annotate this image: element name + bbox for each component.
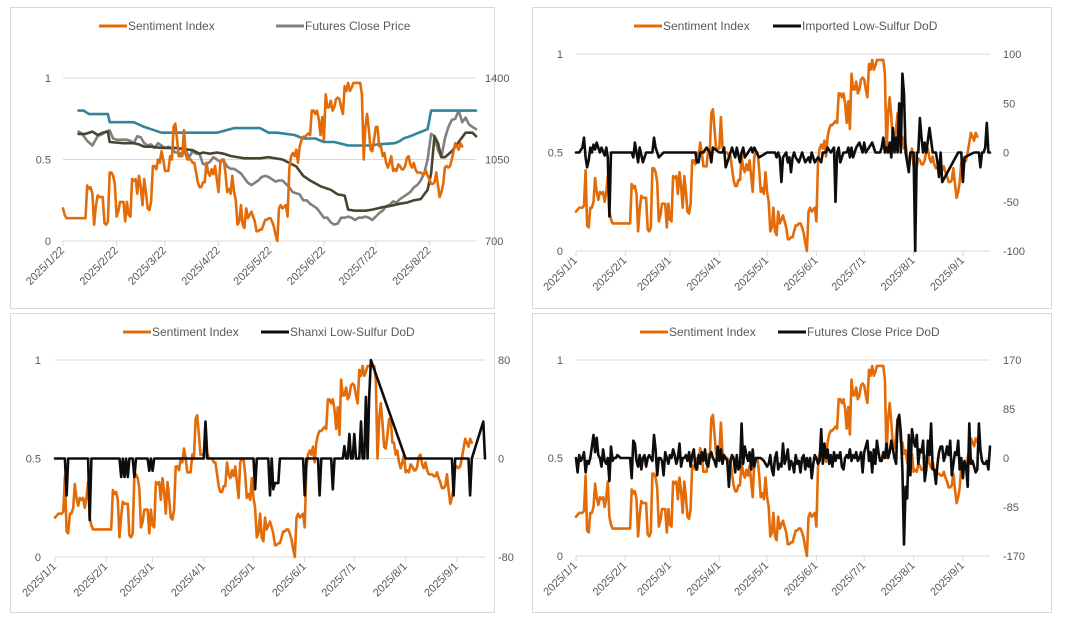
x-tick-label: 2025/9/1 <box>422 561 461 600</box>
y-right-tick-label: -50 <box>1003 197 1019 209</box>
x-tick-label: 2025/7/1 <box>830 560 869 599</box>
y-left-tick-label: 1 <box>35 355 41 367</box>
y-left-tick-label: 0.5 <box>36 155 51 167</box>
x-tick-label: 2025/7/1 <box>320 561 359 600</box>
x-tick-label: 2025/3/1 <box>635 255 674 294</box>
legend-label: Sentiment Index <box>128 19 215 33</box>
x-tick-label: 2025/2/1 <box>591 255 630 294</box>
x-tick-label: 2025/4/1 <box>169 561 208 600</box>
x-tick-label: 2025/3/22 <box>126 245 169 288</box>
series-line-unlabeled-dark-series <box>77 130 478 212</box>
x-tick-label: 2025/5/1 <box>732 560 771 599</box>
y-left-tick-label: 0 <box>45 236 51 248</box>
y-left-tick-label: 0.5 <box>548 148 563 160</box>
x-tick-label: 2025/7/22 <box>337 245 380 288</box>
series-line-sentiment-index <box>61 81 464 243</box>
y-right-tick-label: 80 <box>498 355 510 367</box>
x-tick-label: 2025/8/1 <box>879 255 918 294</box>
series-line-sentiment-index <box>574 58 979 253</box>
x-tick-label: 2025/4/1 <box>685 560 724 599</box>
x-tick-label: 2025/6/1 <box>782 255 821 294</box>
legend-label: Futures Close Price DoD <box>807 325 940 339</box>
y-left-tick-label: 0 <box>557 246 563 258</box>
series-line-unlabeled-teal-series <box>77 109 478 147</box>
y-right-tick-label: 1400 <box>485 73 509 85</box>
legend-label: Sentiment Index <box>663 19 750 33</box>
x-tick-label: 2025/2/22 <box>78 245 121 288</box>
x-tick-label: 2025/1/1 <box>541 560 580 599</box>
x-tick-label: 2025/6/1 <box>782 560 821 599</box>
x-tick-label: 2025/5/1 <box>219 561 258 600</box>
y-left-tick-label: 1 <box>557 49 563 61</box>
x-tick-label: 2025/2/1 <box>72 561 111 600</box>
y-right-tick-label: 0 <box>498 454 504 466</box>
chart-panel-futures-close: 0 0.5 1 700 1050 1400 2025/1/22 2025/2/22 2025/3… <box>10 7 509 309</box>
legend-label: Sentiment Index <box>669 325 756 339</box>
series-line-shanxi-low-sulfur-dod <box>53 358 487 522</box>
legend-label: Sentiment Index <box>152 325 239 339</box>
y-right-tick-label: -80 <box>498 552 514 564</box>
y-right-tick-label: 1050 <box>485 155 509 167</box>
x-tick-label: 2025/9/1 <box>928 560 967 599</box>
y-right-tick-label: -100 <box>1003 246 1025 258</box>
y-right-tick-label: 100 <box>1003 49 1021 61</box>
y-left-tick-label: 0.5 <box>26 454 41 466</box>
y-left-tick-label: 0 <box>557 551 563 563</box>
y-left-tick-label: 0.5 <box>548 453 563 465</box>
chart-panel-shanxi-low-sulfur: 0 0.5 1 -80 0 80 2025/1/1 2025/2/1 2025/3/1 2025/… <box>10 313 514 613</box>
y-right-tick-label: -85 <box>1003 502 1019 514</box>
y-left-tick-label: 0 <box>35 552 41 564</box>
x-tick-label: 2025/9/1 <box>928 255 967 294</box>
chart-svg: 0 0.5 1 -100 -50 0 50 100 2025/1/1 2025/2/1 2025/3… <box>541 19 1025 294</box>
legend-label: Shanxi Low-Sulfur DoD <box>290 325 415 339</box>
y-right-tick-label: 0 <box>1003 148 1009 160</box>
x-tick-label: 2025/7/1 <box>830 255 869 294</box>
x-tick-label: 2025/3/1 <box>118 561 157 600</box>
legend-label: Imported Low-Sulfur DoD <box>802 19 938 33</box>
x-tick-label: 2025/2/1 <box>591 560 630 599</box>
series-line-futures-close-price-dod <box>574 413 992 546</box>
chart-panel-imported-low-sulfur: 0 0.5 1 -100 -50 0 50 100 2025/1/1 2025/2/1 2025/3… <box>532 7 1052 309</box>
legend-label: Futures Close Price <box>305 19 411 33</box>
chart-panel-futures-close-dod: 0 0.5 1 -170 -85 0 85 170 2025/1/1 2025/2/1 2025/3… <box>532 313 1052 613</box>
y-right-tick-label: 0 <box>1003 453 1009 465</box>
y-right-tick-label: -170 <box>1003 551 1025 563</box>
x-tick-label: 2025/5/22 <box>231 245 274 288</box>
y-left-tick-label: 1 <box>45 73 51 85</box>
y-right-tick-label: 170 <box>1003 355 1021 367</box>
y-right-tick-label: 700 <box>485 236 503 248</box>
x-tick-label: 2025/8/1 <box>879 560 918 599</box>
x-tick-label: 2025/1/1 <box>541 255 580 294</box>
x-tick-label: 2025/5/1 <box>732 255 771 294</box>
x-tick-label: 2025/6/22 <box>285 245 328 288</box>
x-tick-label: 2025/1/1 <box>20 561 59 600</box>
y-right-tick-label: 85 <box>1003 404 1015 416</box>
x-tick-label: 2025/1/22 <box>24 245 67 288</box>
y-right-tick-label: 50 <box>1003 98 1015 110</box>
chart-svg: 0 0.5 1 -170 -85 0 85 170 2025/1/1 2025/2/1 2025/3… <box>541 325 1025 599</box>
chart-svg: 0 0.5 1 -80 0 80 2025/1/1 2025/2/1 2025/3/1 2025/… <box>20 325 514 600</box>
x-tick-label: 2025/4/22 <box>180 245 223 288</box>
series-line-imported-low-sulfur-dod <box>574 72 992 253</box>
x-tick-label: 2025/3/1 <box>635 560 674 599</box>
x-tick-label: 2025/4/1 <box>685 255 724 294</box>
y-left-tick-label: 1 <box>557 355 563 367</box>
series-line-sentiment-index <box>53 364 474 559</box>
x-tick-label: 2025/6/1 <box>270 561 309 600</box>
chart-svg: 0 0.5 1 700 1050 1400 2025/1/22 2025/2/22 2025/3… <box>24 19 509 288</box>
x-tick-label: 2025/8/1 <box>371 561 410 600</box>
x-tick-label: 2025/8/22 <box>390 245 433 288</box>
